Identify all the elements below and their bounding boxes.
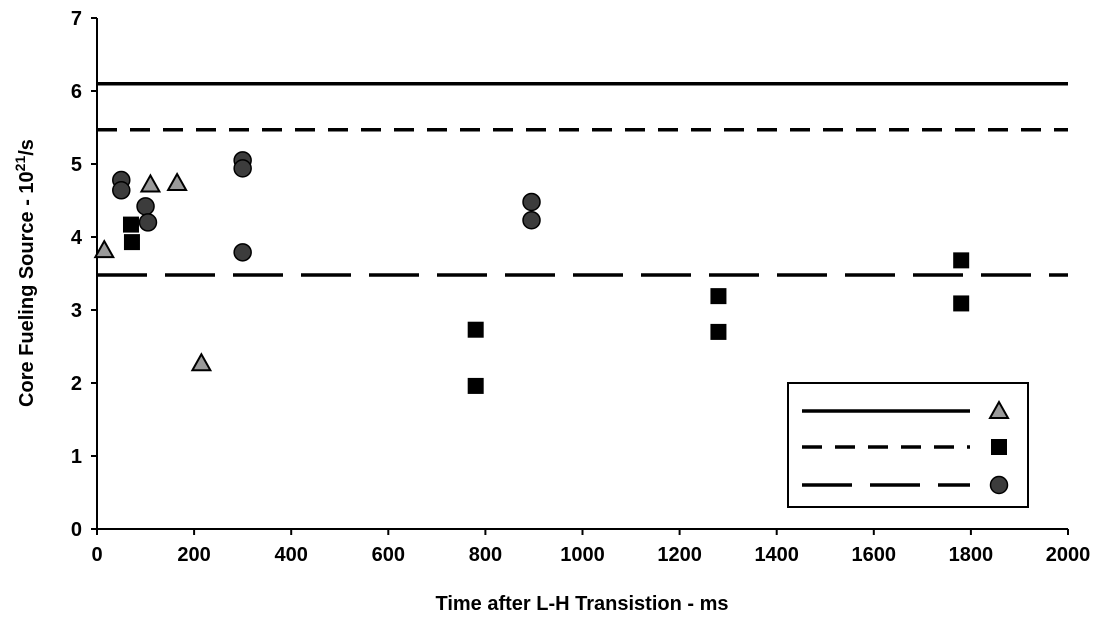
y-tick-label: 0 [71, 519, 82, 541]
data-point-square [953, 252, 970, 269]
x-tick-label: 1800 [949, 544, 994, 566]
x-tick-label: 400 [275, 544, 308, 566]
y-axis-title-unit: /s [16, 139, 38, 156]
x-tick-label: 1600 [852, 544, 897, 566]
y-tick-label: 6 [71, 81, 82, 103]
y-tick-label: 2 [71, 373, 82, 395]
data-point-circle [522, 192, 541, 212]
data-point-triangle [190, 352, 213, 372]
legend-marker-square [991, 439, 1007, 455]
legend-marker-circle [989, 475, 1009, 495]
data-point-circle [233, 243, 252, 262]
y-tick-label: 5 [71, 154, 82, 176]
data-point-square [467, 377, 484, 394]
data-point-square [467, 321, 484, 338]
y-tick-label: 3 [71, 300, 82, 322]
y-axis-title: Core Fueling Source - 1021/s [12, 139, 38, 407]
x-ticks: 0 200 400 600 800 1000 1200 1400 1600 1800 2000 [91, 529, 1090, 566]
data-point-square [710, 323, 727, 340]
data-point-triangle [93, 239, 115, 259]
data-point-square [122, 216, 139, 233]
data-point-circle [522, 210, 541, 230]
data-point-square [710, 288, 727, 305]
x-tick-label: 200 [177, 544, 210, 566]
data-point-triangle [139, 173, 162, 193]
x-axis-title: Time after L-H Transistion - ms [435, 593, 728, 615]
y-tick-label: 1 [71, 446, 82, 468]
x-tick-label: 2000 [1046, 544, 1091, 566]
y-axis-title-main: Core Fueling Source - 10 [16, 171, 38, 407]
x-tick-label: 1000 [560, 544, 605, 566]
x-tick-label: 800 [469, 544, 502, 566]
x-tick-label: 1200 [657, 544, 702, 566]
data-point-triangle [166, 171, 188, 191]
data-point-square [953, 295, 970, 312]
x-tick-label: 0 [91, 544, 102, 566]
data-point-circle [112, 181, 131, 200]
y-tick-label: 7 [71, 8, 82, 30]
legend [787, 382, 1029, 508]
y-tick-label: 4 [71, 227, 83, 249]
x-tick-label: 600 [372, 544, 405, 566]
reference-lines [97, 81, 1068, 277]
data-point-circle [233, 159, 252, 178]
x-tick-label: 1400 [754, 544, 799, 566]
legend-marker-triangle [988, 399, 1010, 419]
data-point-square [123, 234, 140, 251]
y-ticks: 0 1 2 3 4 5 6 7 [71, 8, 97, 541]
data-point-circle [136, 197, 155, 216]
data-markers [93, 151, 970, 394]
data-point-circle [138, 213, 158, 232]
y-axis-title-exponent: 21 [12, 156, 28, 172]
